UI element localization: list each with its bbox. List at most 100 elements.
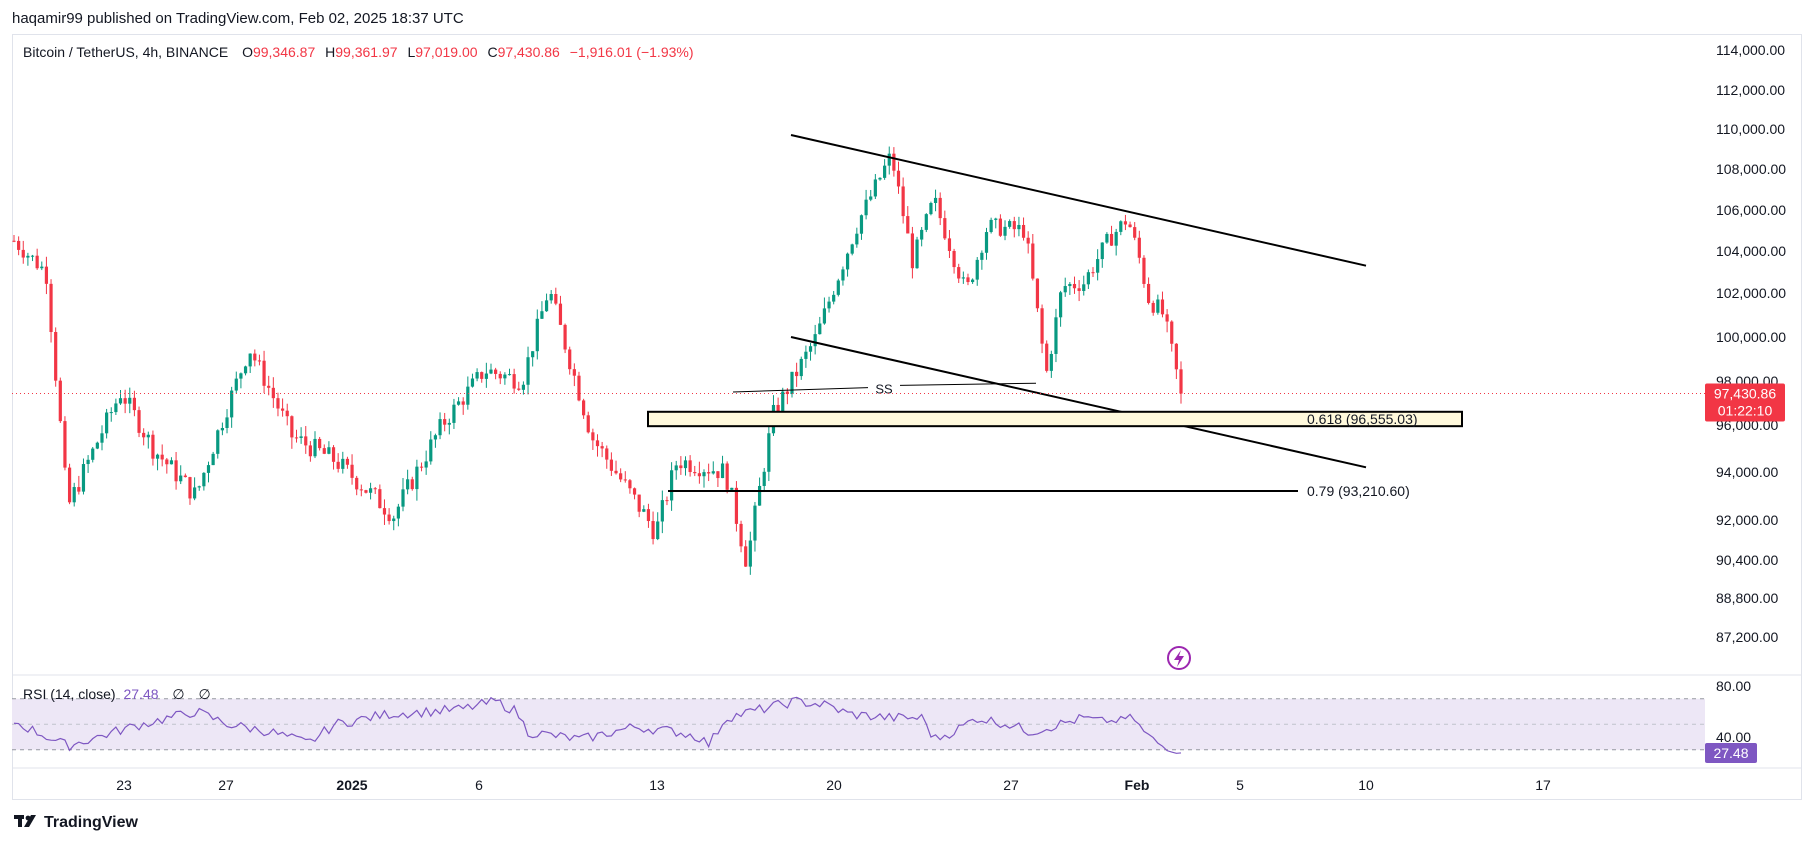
candle-body — [1031, 243, 1035, 279]
candle-body — [368, 488, 373, 493]
candle-body — [947, 238, 952, 251]
footer-brand[interactable]: TradingView — [14, 814, 138, 832]
candle-body — [781, 391, 785, 413]
price-tick-label: 87,200.00 — [1716, 629, 1778, 645]
candle-body — [1137, 237, 1141, 258]
rsi-value: 27.48 — [123, 686, 159, 702]
time-axis[interactable]: 23 27 2025 6 13 20 27 Feb 5 10 17 — [116, 777, 1551, 793]
candle-body — [54, 332, 58, 381]
candle-body — [790, 371, 794, 395]
candle-body — [1100, 242, 1104, 260]
candle-body — [410, 479, 414, 490]
tradingview-logo-icon — [14, 814, 40, 832]
candle-body — [253, 353, 257, 361]
candle-body — [1119, 221, 1123, 232]
price-tick-label: 108,000.00 — [1716, 161, 1786, 177]
symbol-title[interactable]: Bitcoin / TetherUS, 4h, BINANCE — [23, 44, 229, 60]
candle-body — [628, 480, 632, 489]
trendline — [790, 336, 1367, 469]
candle-body — [804, 351, 808, 359]
candle-body — [1054, 317, 1058, 354]
candle-body — [91, 448, 95, 460]
candle-body — [808, 346, 813, 352]
price-tick-label: 90,400.00 — [1716, 552, 1778, 568]
candle-body — [600, 446, 604, 449]
candle-body — [95, 442, 99, 449]
candle-body — [17, 240, 21, 250]
candle-body — [132, 397, 137, 411]
candle-body — [563, 324, 567, 350]
candle-body — [396, 506, 400, 519]
candle-body — [109, 412, 113, 414]
rsi-title[interactable]: RSI (14, close) — [23, 686, 116, 702]
candle-body — [744, 546, 748, 567]
candle-body — [387, 514, 391, 522]
candle-body — [883, 165, 887, 178]
candle-body — [1040, 308, 1044, 344]
candle-body — [313, 438, 317, 457]
candle-body — [582, 400, 586, 416]
candle-body — [683, 460, 688, 469]
candle-body — [549, 293, 553, 301]
candle-body — [906, 216, 910, 234]
rsi-pane — [12, 696, 1705, 754]
candle-body — [118, 398, 123, 404]
time-tick-label: 6 — [475, 777, 483, 793]
price-tick-label: 100,000.00 — [1716, 329, 1786, 345]
candle-body — [1017, 224, 1021, 230]
candle-body — [480, 372, 484, 379]
candle-body — [151, 434, 155, 459]
candle-body — [169, 460, 174, 465]
candle-body — [1179, 369, 1183, 394]
price-axis[interactable]: 114,000.00 112,000.00 110,000.00 108,000.00… — [1705, 42, 1786, 763]
candle-body — [225, 417, 229, 428]
candle-body — [651, 521, 655, 540]
candle-body — [707, 472, 711, 474]
drawings[interactable]: SS 0.618 (96,555.03) 0.79 (93,210.60) — [12, 134, 1705, 670]
candle-body — [271, 387, 275, 399]
candle-body — [137, 410, 141, 433]
candle-body — [12, 240, 16, 242]
candle-body — [864, 199, 868, 216]
candle-body — [832, 294, 836, 302]
rsi-band-fill — [12, 698, 1705, 750]
candle-body — [841, 269, 845, 281]
close-label: C — [487, 44, 498, 60]
candle-body — [989, 219, 993, 233]
candle-body — [401, 489, 405, 507]
rsi-legend[interactable]: RSI (14, close) 27.48 ∅ ∅ — [23, 686, 211, 703]
candle-body — [961, 277, 965, 279]
candle-body — [280, 408, 285, 411]
candle-body — [558, 303, 563, 325]
candle-body — [818, 323, 822, 335]
candle-body — [785, 391, 789, 395]
candle-body — [1165, 314, 1169, 322]
candle-body — [1142, 257, 1146, 284]
candle-body — [1021, 224, 1026, 238]
candle-body — [105, 412, 109, 434]
brand-name: TradingView — [44, 814, 138, 831]
candle-body — [429, 439, 433, 462]
candle-body — [512, 374, 516, 389]
candle-body — [544, 300, 549, 312]
high-label: H — [325, 44, 336, 60]
candle-body — [290, 416, 294, 438]
candle-body — [693, 472, 697, 474]
rsi-badge-value: 27.48 — [1713, 745, 1748, 761]
candle-body — [40, 266, 44, 269]
candle-body — [30, 255, 35, 257]
candle-body — [637, 494, 641, 512]
candle-body — [234, 378, 238, 391]
candle-body — [1026, 237, 1030, 244]
candle-body — [58, 380, 62, 422]
candle-body — [1123, 221, 1128, 225]
candle-body — [345, 458, 350, 465]
candle-body — [725, 463, 729, 490]
time-tick-label: 10 — [1358, 777, 1374, 793]
trendline — [790, 134, 1367, 267]
time-tick-label: 20 — [826, 777, 842, 793]
symbol-legend[interactable]: Bitcoin / TetherUS, 4h, BINANCE O99,346.… — [23, 44, 694, 60]
candle-body — [299, 436, 303, 438]
candle-body — [1003, 226, 1007, 236]
